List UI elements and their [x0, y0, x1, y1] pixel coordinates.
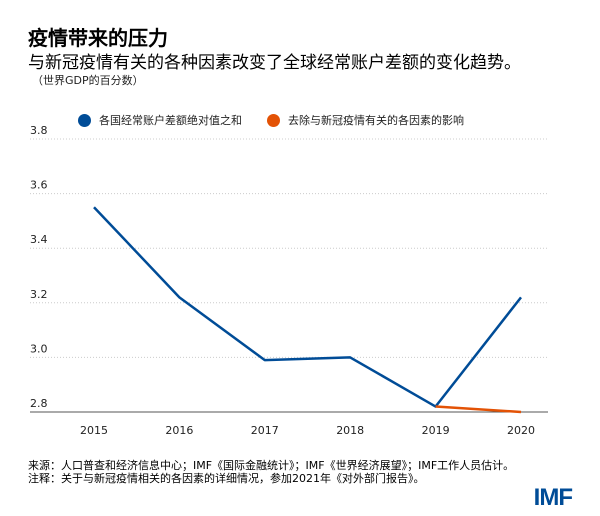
y-tick-label: 3.6	[30, 179, 48, 192]
x-tick-label: 2017	[251, 424, 279, 437]
imf-logo: IMF	[533, 484, 573, 511]
y-tick-label: 3.4	[30, 233, 48, 246]
series-line-1	[435, 405, 522, 414]
y-tick-label: 3.2	[30, 288, 48, 301]
series-line-0	[93, 206, 522, 408]
unit-label: （世界GDP的百分数）	[32, 74, 144, 87]
legend-swatch-orange	[267, 113, 280, 127]
legend-label: 去除与新冠疫情有关的各因素的影响	[288, 114, 464, 127]
x-tick-label: 2016	[165, 424, 193, 437]
x-tick-label: 2019	[422, 424, 450, 437]
x-tick-label: 2015	[80, 424, 108, 437]
legend-label: 各国经常账户差额绝对值之和	[99, 114, 242, 127]
source-note: 来源：人口普查和经济信息中心；IMF《国际金融统计》；IMF《世界经济展望》；I…	[28, 459, 515, 472]
chart-subtitle: 与新冠疫情有关的各种因素改变了全球经常账户差额的变化趋势。	[28, 53, 521, 73]
y-tick-label: 3.0	[30, 342, 48, 355]
legend-swatch-blue	[78, 113, 91, 127]
x-tick-label: 2020	[507, 424, 535, 437]
chart-title: 疫情带来的压力	[28, 26, 168, 50]
y-tick-label: 3.8	[30, 124, 48, 137]
x-tick-label: 2018	[336, 424, 364, 437]
legend-item-excluding: 去除与新冠疫情有关的各因素的影响	[267, 112, 464, 128]
legend-item-total: 各国经常账户差额绝对值之和	[78, 112, 242, 128]
footnote: 注释：关于与新冠疫情相关的各因素的详细情况，参加2021年《对外部门报告》。	[28, 472, 425, 485]
y-tick-label: 2.8	[30, 397, 48, 410]
